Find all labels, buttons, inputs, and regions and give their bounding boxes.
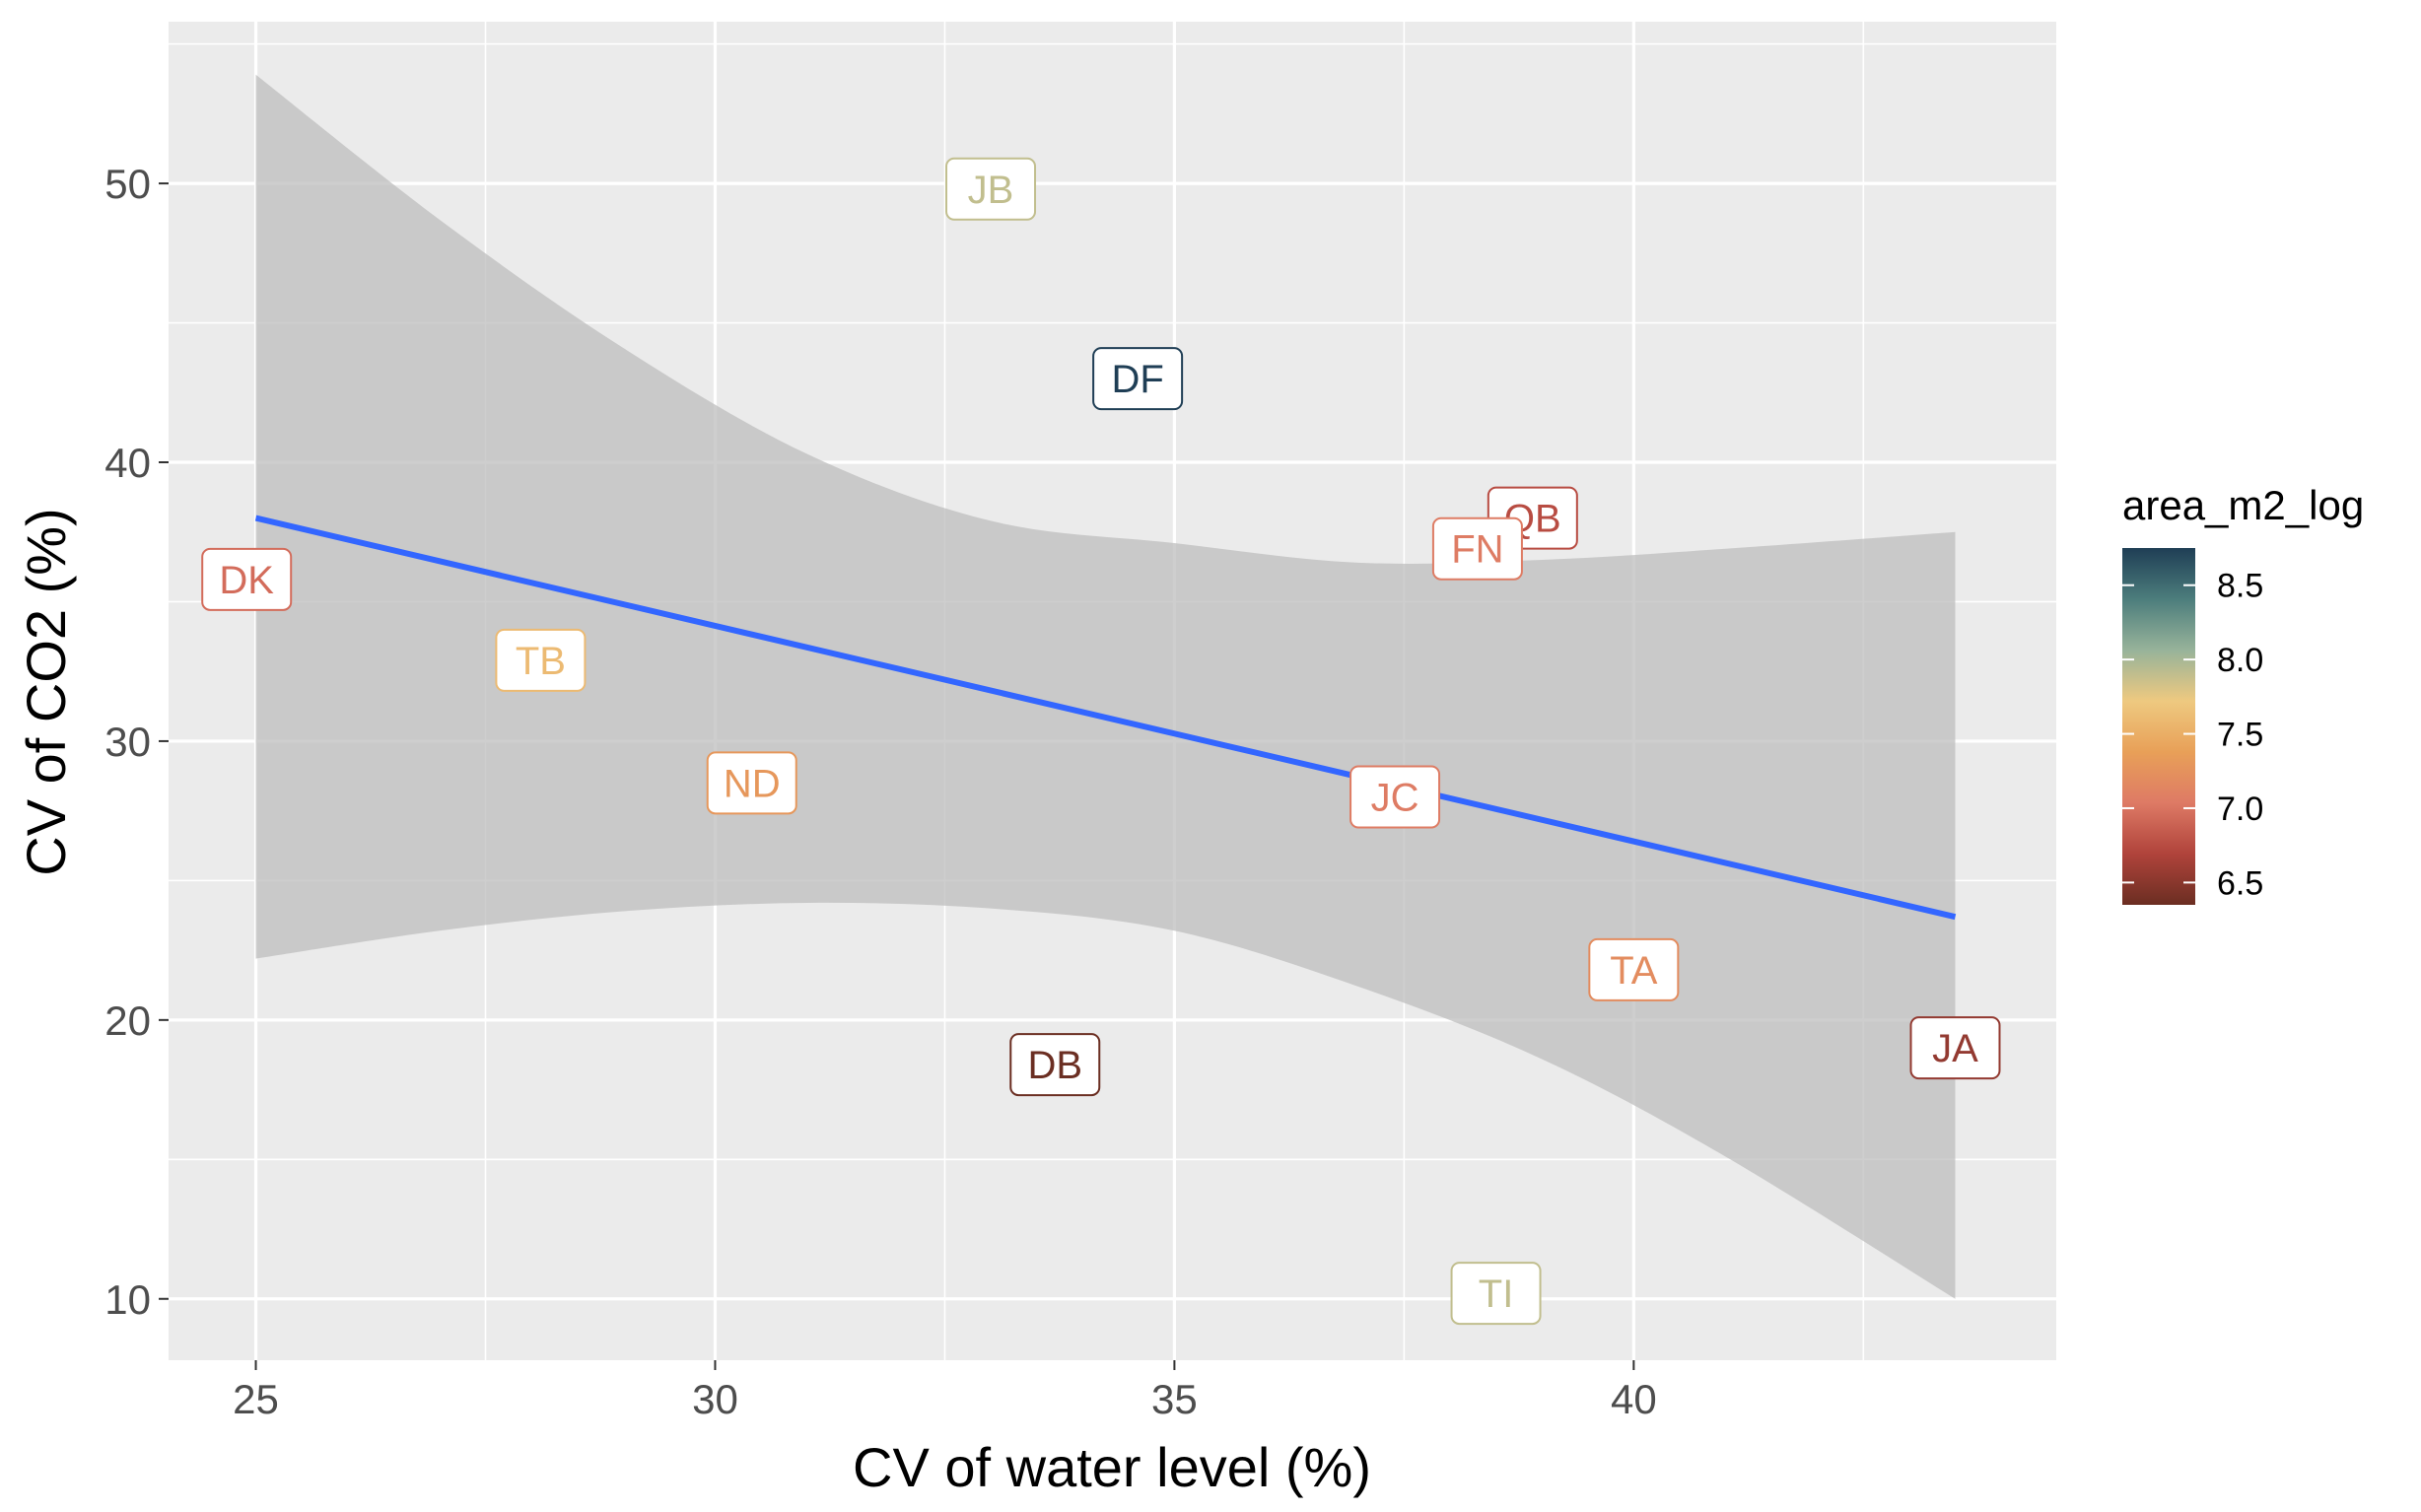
point-label-ta: TA	[1588, 937, 1680, 1001]
point-label-db: DB	[1009, 1033, 1101, 1097]
point-label-fn: FN	[1431, 516, 1523, 581]
y-tick-label: 40	[104, 440, 151, 486]
label-text: FN	[1451, 528, 1503, 572]
legend-tick-label: 6.5	[2217, 864, 2263, 902]
label-box	[201, 547, 293, 611]
label-text: JC	[1371, 777, 1419, 820]
legend-title: area_m2_log	[2122, 482, 2364, 528]
label-box	[1349, 765, 1441, 829]
x-tick-label: 40	[1611, 1376, 1657, 1422]
label-box	[495, 628, 587, 692]
label-box	[1009, 1033, 1101, 1097]
y-tick-label: 20	[104, 997, 151, 1044]
legend-tick-label: 8.5	[2217, 568, 2263, 605]
y-tick-label: 10	[104, 1276, 151, 1323]
label-box	[1431, 516, 1523, 581]
y-tick-label: 50	[104, 161, 151, 207]
label-text: TB	[516, 640, 566, 683]
confidence-band	[255, 74, 1956, 1299]
point-label-jc: JC	[1349, 765, 1441, 829]
point-label-dk: DK	[201, 547, 293, 611]
x-tick-label: 35	[1151, 1376, 1198, 1422]
label-box	[1909, 1016, 2001, 1080]
point-label-ja: JA	[1909, 1016, 2001, 1080]
regression-line	[254, 515, 1957, 921]
point-label-tb: TB	[495, 628, 587, 692]
y-axis-title: CV of CO2 (%)	[15, 508, 77, 875]
legend-ticks: 6.5 7.0 7.5 8.0 8.5	[2122, 568, 2263, 902]
label-text: JB	[968, 169, 1014, 212]
label-text: ND	[724, 762, 781, 805]
label-text: DF	[1111, 358, 1163, 401]
legend-tick-label: 7.5	[2217, 717, 2263, 754]
x-tick-label: 25	[233, 1376, 279, 1422]
x-axis-ticks: 25 30 35 40	[233, 1360, 1657, 1422]
x-axis-title: CV of water level (%)	[853, 1436, 1371, 1498]
label-box	[1588, 937, 1680, 1001]
label-text: DB	[1027, 1044, 1082, 1087]
point-label-nd: ND	[706, 751, 797, 815]
x-tick-label: 30	[692, 1376, 738, 1422]
color-legend: area_m2_log 6.5 7.0 7.5 8.0 8.5	[2122, 482, 2364, 905]
point-label-jb: JB	[945, 157, 1037, 221]
label-box	[706, 751, 797, 815]
y-axis-ticks: 10 20 30 40 50	[104, 161, 169, 1323]
label-text: TA	[1610, 949, 1657, 993]
legend-colorbar	[2122, 548, 2195, 905]
label-box	[945, 157, 1037, 221]
label-text: TI	[1479, 1272, 1514, 1316]
label-box	[1450, 1262, 1542, 1326]
label-text: JA	[1932, 1027, 1978, 1070]
legend-tick-label: 7.0	[2217, 790, 2263, 828]
label-box	[1092, 347, 1184, 411]
y-tick-label: 30	[104, 719, 151, 765]
point-label-ti: TI	[1450, 1262, 1542, 1326]
legend-tick-label: 8.0	[2217, 642, 2263, 679]
label-text: DK	[219, 559, 274, 602]
point-label-df: DF	[1092, 347, 1184, 411]
